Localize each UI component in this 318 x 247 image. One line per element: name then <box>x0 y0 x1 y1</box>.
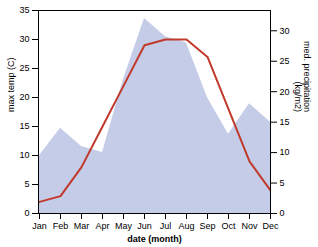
svg-text:15: 15 <box>280 117 290 127</box>
svg-text:Mar: Mar <box>74 221 90 231</box>
svg-text:20: 20 <box>280 87 290 97</box>
svg-text:30: 30 <box>19 34 29 44</box>
svg-text:10: 10 <box>280 147 290 157</box>
svg-text:med. precipitation(kg/m2): med. precipitation(kg/m2) <box>293 41 312 112</box>
svg-text:Jul: Jul <box>160 221 172 231</box>
svg-text:25: 25 <box>19 63 29 73</box>
svg-text:0: 0 <box>24 208 29 218</box>
svg-text:5: 5 <box>24 179 29 189</box>
svg-text:30: 30 <box>280 26 290 36</box>
svg-text:35: 35 <box>19 5 29 15</box>
svg-text:date (month): date (month) <box>127 234 182 244</box>
svg-text:Jun: Jun <box>137 221 152 231</box>
svg-text:20: 20 <box>19 92 29 102</box>
svg-text:May: May <box>115 221 133 231</box>
svg-text:0: 0 <box>280 208 285 218</box>
svg-text:Aug: Aug <box>178 221 194 231</box>
svg-text:Oct: Oct <box>221 221 236 231</box>
svg-text:max temp (C): max temp (C) <box>6 57 16 112</box>
svg-text:Sep: Sep <box>199 221 215 231</box>
svg-text:Apr: Apr <box>95 221 109 231</box>
svg-text:Dec: Dec <box>262 221 279 231</box>
svg-text:Nov: Nov <box>241 221 258 231</box>
svg-text:10: 10 <box>19 150 29 160</box>
svg-text:5: 5 <box>280 178 285 188</box>
svg-text:Feb: Feb <box>53 221 69 231</box>
svg-text:Jan: Jan <box>32 221 47 231</box>
svg-text:15: 15 <box>19 121 29 131</box>
svg-text:25: 25 <box>280 56 290 66</box>
